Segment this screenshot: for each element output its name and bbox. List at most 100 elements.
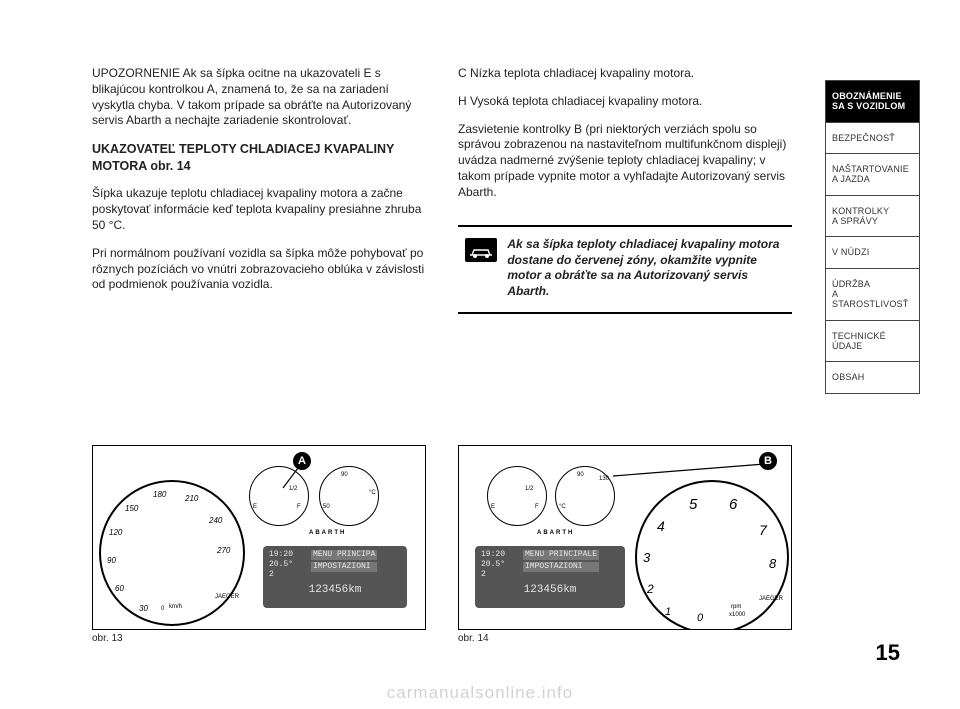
warning-car-icon — [464, 237, 498, 263]
speed-tick: 60 — [115, 584, 124, 593]
lcd-gear: 2 — [481, 570, 517, 580]
manual-page: OBOZNÁMENIE SA S VOZIDLOM BEZPEČNOSŤ NAŠ… — [0, 0, 960, 709]
fuel-mark: F — [297, 504, 301, 510]
temp-gauge — [555, 466, 615, 526]
lcd-display: 19:20 20.5° 2 MENU PRINCIPALE IMPOSTAZIO… — [475, 546, 625, 608]
speed-tick: 180 — [153, 490, 166, 499]
fuel-mark: E — [491, 504, 495, 510]
brand-label: ABARTH — [537, 530, 574, 536]
paragraph: H Vysoká teplota chladiacej kvapaliny mo… — [458, 94, 792, 110]
speed-tick: 270 — [217, 546, 230, 555]
tab-label: A JAZDA — [832, 174, 870, 184]
lcd-time: 19:20 — [269, 550, 305, 560]
lcd-odo: 123456km — [269, 584, 401, 598]
tab-bezpecnost[interactable]: BEZPEČNOSŤ — [825, 123, 920, 154]
tach-tick: 4 — [657, 518, 665, 534]
tab-label: BEZPEČNOSŤ — [832, 133, 895, 143]
tach-tick: 2 — [647, 582, 654, 596]
section-heading: UKAZOVATEĽ TEPLOTY CHLADIACEJ KVAPALINY … — [92, 141, 426, 174]
lcd-gear: 2 — [269, 570, 305, 580]
section-tabs: OBOZNÁMENIE SA S VOZIDLOM BEZPEČNOSŤ NAŠ… — [825, 80, 920, 394]
tab-udrzba[interactable]: ÚDRŽBA A STAROSTLIVOSŤ — [825, 269, 920, 321]
callout-leader-icon — [279, 460, 305, 490]
tach-tick: 7 — [759, 522, 767, 538]
speed-tick: 210 — [185, 494, 198, 503]
left-column: UPOZORNENIE Ak sa šípka ocitne na ukazov… — [92, 66, 426, 314]
warning-text: Ak sa šípka teploty chladiacej kvapaliny… — [507, 237, 783, 300]
paragraph: UPOZORNENIE Ak sa šípka ocitne na ukazov… — [92, 66, 426, 129]
figure-13-caption: obr. 13 — [92, 633, 426, 644]
temp-gauge — [319, 466, 379, 526]
lcd-menu1: MENU PRINCIPALE — [523, 550, 599, 560]
lcd-temp: 20.5° — [481, 560, 517, 570]
tab-label: ÚDRŽBA — [832, 279, 870, 289]
tab-label: OBSAH — [832, 372, 865, 382]
tab-label: A SPRÁVY — [832, 216, 878, 226]
fuel-mark: E — [253, 504, 257, 510]
lcd-menu2: IMPOSTAZIONI — [523, 562, 599, 572]
temp-mark: 90 — [577, 472, 584, 478]
tab-label: NAŠTARTOVANIE — [832, 164, 909, 174]
tach-tick: 1 — [665, 606, 671, 618]
tach-tick: 5 — [689, 496, 697, 513]
tab-v-nudzi[interactable]: V NÚDZI — [825, 237, 920, 268]
tab-label: A STAROSTLIVOSŤ — [832, 289, 908, 309]
speed-tick: 120 — [109, 528, 122, 537]
lcd-odo: 123456km — [481, 584, 619, 598]
figures-row: 30 60 90 120 150 180 210 240 270 km/h 0 … — [92, 445, 792, 644]
lcd-display: 19:20 20.5° 2 MENU PRINCIPA IMPOSTAZIONI… — [263, 546, 407, 608]
speed-tick: 30 — [139, 604, 148, 613]
tach-unit2: x1000 — [729, 612, 745, 618]
temp-mark: 50 — [323, 504, 330, 510]
callout-leader-icon — [609, 460, 769, 480]
speed-tick: 240 — [209, 516, 222, 525]
jaeger-label: JAEGER — [215, 594, 239, 600]
temp-mark: °C — [369, 490, 376, 496]
figure-14-caption: obr. 14 — [458, 633, 792, 644]
tach-tick: 8 — [769, 556, 776, 571]
temp-mark: 130 — [599, 476, 609, 482]
page-number: 15 — [876, 640, 900, 666]
watermark: carmanualsonline.info — [387, 683, 573, 703]
tach-unit1: rpm — [731, 604, 741, 610]
dashboard-14: E 1/2 F °C 90 130 ABARTH 0 1 2 3 4 5 — [459, 446, 791, 629]
tach-tick: 6 — [729, 496, 737, 513]
tab-technicke[interactable]: TECHNICKÉ ÚDAJE — [825, 321, 920, 363]
tab-label: KONTROLKY — [832, 206, 889, 216]
warning-box: Ak sa šípka teploty chladiacej kvapaliny… — [458, 225, 792, 314]
tab-kontrolky[interactable]: KONTROLKY A SPRÁVY — [825, 196, 920, 238]
speed-zero: 0 — [161, 606, 164, 612]
lcd-time: 19:20 — [481, 550, 517, 560]
brand-label: ABARTH — [309, 530, 346, 536]
jaeger-label: JAEGER — [759, 596, 783, 602]
right-column: C Nízka teplota chladiacej kvapaliny mot… — [458, 66, 792, 314]
fuel-mark: F — [535, 504, 539, 510]
temp-mark: °C — [559, 504, 566, 510]
temp-mark: 90 — [341, 472, 348, 478]
paragraph: Zasvietenie kontrolky B (pri niektorých … — [458, 122, 792, 201]
tab-nastartovanie[interactable]: NAŠTARTOVANIE A JAZDA — [825, 154, 920, 196]
tab-label: SA S VOZIDLOM — [832, 101, 905, 111]
lcd-menu2: IMPOSTAZIONI — [311, 562, 377, 572]
fuel-gauge — [487, 466, 547, 526]
fuel-mark: 1/2 — [525, 486, 533, 492]
paragraph: Pri normálnom používaní vozidla sa šípka… — [92, 246, 426, 293]
speed-tick: 150 — [125, 504, 138, 513]
tab-obsah[interactable]: OBSAH — [825, 362, 920, 393]
tach-tick: 3 — [643, 550, 650, 565]
dashboard-13: 30 60 90 120 150 180 210 240 270 km/h 0 … — [93, 446, 425, 629]
lcd-temp: 20.5° — [269, 560, 305, 570]
body-columns: UPOZORNENIE Ak sa šípka ocitne na ukazov… — [92, 66, 792, 314]
paragraph: Šípka ukazuje teplotu chladiacej kvapali… — [92, 186, 426, 233]
figure-13-frame: 30 60 90 120 150 180 210 240 270 km/h 0 … — [92, 445, 426, 630]
tach-tick: 0 — [697, 612, 703, 624]
speed-tick: 90 — [107, 556, 116, 565]
tab-label: OBOZNÁMENIE — [832, 91, 902, 101]
tab-oboznamenie[interactable]: OBOZNÁMENIE SA S VOZIDLOM — [825, 80, 920, 123]
figure-14: E 1/2 F °C 90 130 ABARTH 0 1 2 3 4 5 — [458, 445, 792, 644]
tab-label: TECHNICKÉ — [832, 331, 886, 341]
figure-13: 30 60 90 120 150 180 210 240 270 km/h 0 … — [92, 445, 426, 644]
speed-unit: km/h — [169, 604, 182, 610]
figure-14-frame: E 1/2 F °C 90 130 ABARTH 0 1 2 3 4 5 — [458, 445, 792, 630]
tab-label: V NÚDZI — [832, 247, 869, 257]
